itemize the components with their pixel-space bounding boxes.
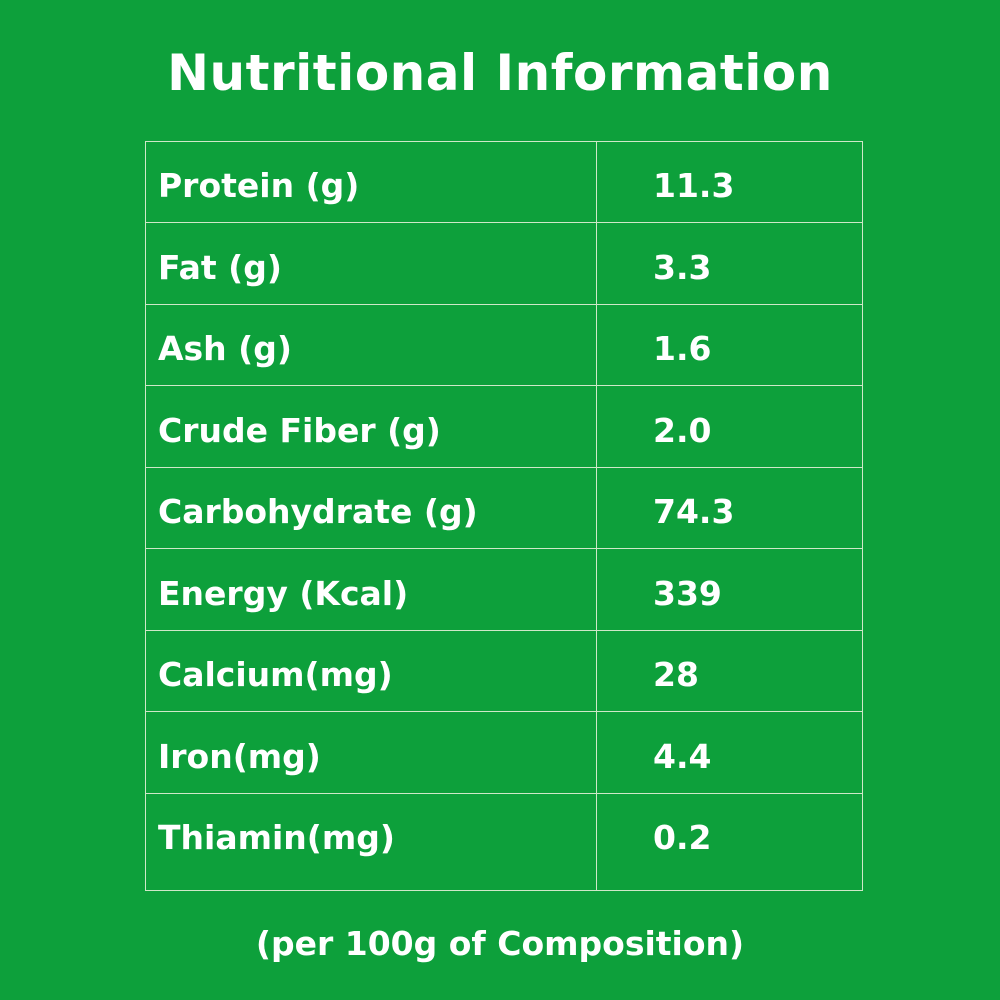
nutrient-value: 2.0 xyxy=(653,410,712,450)
table-row: Energy (Kcal) 339 xyxy=(146,550,862,631)
table-row: Fat (g) 3.3 xyxy=(146,224,862,305)
nutrient-name: Thiamin(mg) xyxy=(158,818,395,857)
nutrient-value: 4.4 xyxy=(653,736,712,776)
nutrient-name: Calcium(mg) xyxy=(158,655,393,694)
table-row: Calcium(mg) 28 xyxy=(146,631,862,712)
nutrient-name: Iron(mg) xyxy=(158,736,321,776)
nutrient-name: Crude Fiber (g) xyxy=(158,410,441,450)
table-row: Protein (g) 11.3 xyxy=(146,142,862,223)
footnote: (per 100g of Composition) xyxy=(255,924,745,963)
nutrient-value: 0.2 xyxy=(653,818,712,857)
nutrition-table: Protein (g) 11.3 Fat (g) 3.3 Ash (g) 1.6 Crude… xyxy=(145,141,863,891)
nutrient-value: 339 xyxy=(653,573,722,613)
table-row: Crude Fiber (g) 2.0 xyxy=(146,387,862,468)
nutrient-value: 1.6 xyxy=(653,329,712,368)
table-row: Thiamin(mg) 0.2 xyxy=(146,794,862,892)
nutrient-value: 11.3 xyxy=(653,166,735,205)
nutrient-name: Energy (Kcal) xyxy=(158,573,409,613)
title: Nutritional Information xyxy=(167,44,833,102)
nutrient-value: 28 xyxy=(653,655,699,694)
nutrient-value: 3.3 xyxy=(653,247,712,287)
column-divider xyxy=(596,142,597,890)
nutrient-name: Fat (g) xyxy=(158,247,282,287)
table-row: Carbohydrate (g) 74.3 xyxy=(146,468,862,549)
nutrient-name: Carbohydrate (g) xyxy=(158,492,478,531)
table-row: Ash (g) 1.6 xyxy=(146,305,862,386)
nutrient-value: 74.3 xyxy=(653,492,735,531)
table-row: Iron(mg) 4.4 xyxy=(146,713,862,794)
nutrient-name: Protein (g) xyxy=(158,166,360,205)
nutrient-name: Ash (g) xyxy=(158,329,292,368)
